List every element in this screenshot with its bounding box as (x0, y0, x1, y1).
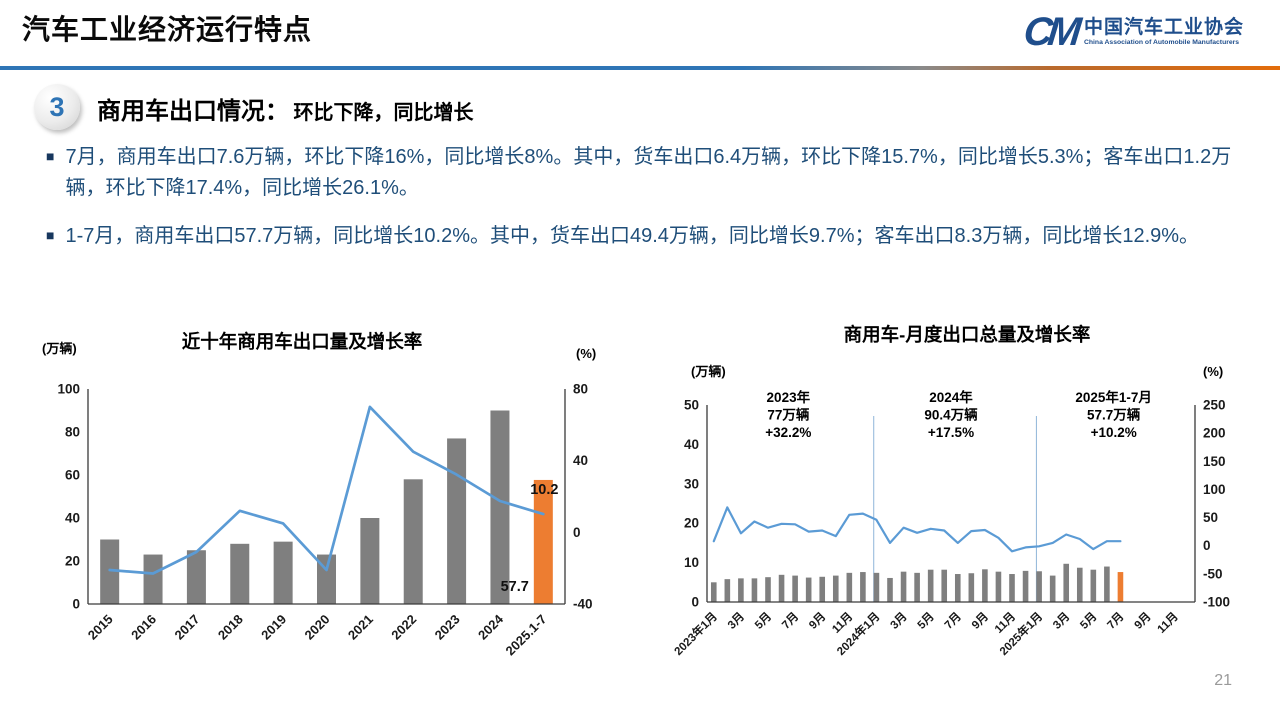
svg-text:(%): (%) (1203, 364, 1223, 379)
svg-text:20: 20 (684, 516, 699, 531)
svg-text:2016: 2016 (128, 612, 159, 643)
caam-monogram-icon: CM (1021, 10, 1079, 54)
svg-text:100: 100 (57, 382, 80, 397)
svg-text:(万辆): (万辆) (42, 341, 77, 356)
svg-text:2024: 2024 (475, 611, 507, 643)
svg-text:2019: 2019 (258, 612, 289, 643)
caam-name-cn: 中国汽车工业协会 (1083, 16, 1244, 38)
bullet-square-icon: ■ (46, 148, 55, 164)
svg-text:20: 20 (65, 554, 80, 569)
header-divider (0, 66, 1280, 70)
svg-text:0: 0 (72, 597, 80, 612)
svg-text:-100: -100 (1203, 595, 1230, 610)
svg-text:2018: 2018 (215, 612, 246, 643)
bullet-square-icon: ■ (46, 227, 55, 243)
section-title-main: 商用车出口情况： (97, 98, 289, 125)
svg-text:+10.2%: +10.2% (1091, 425, 1137, 440)
svg-text:7月: 7月 (1105, 610, 1127, 632)
svg-text:30: 30 (684, 476, 699, 491)
section-number-badge: 3 (34, 84, 80, 130)
svg-text:0: 0 (1203, 538, 1211, 553)
section-title-sub: 环比下降，同比增长 (293, 102, 474, 124)
svg-text:0: 0 (691, 595, 699, 610)
svg-text:2025.1-7: 2025.1-7 (503, 612, 550, 659)
svg-text:250: 250 (1203, 398, 1226, 413)
svg-text:2023年1月: 2023年1月 (671, 609, 720, 658)
svg-text:2017: 2017 (171, 612, 202, 643)
svg-text:40: 40 (573, 453, 588, 468)
svg-text:-40: -40 (573, 597, 593, 612)
page-number: 21 (1214, 672, 1232, 689)
bullet-item: ■ 7月，商用车出口7.6万辆，环比下降16%，同比增长8%。其中，货车出口6.… (46, 142, 1244, 204)
svg-text:40: 40 (65, 511, 80, 526)
svg-text:10: 10 (684, 555, 699, 570)
svg-text:-50: -50 (1203, 566, 1223, 581)
svg-text:5月: 5月 (915, 610, 937, 632)
svg-text:60: 60 (65, 468, 80, 483)
svg-text:2024年: 2024年 (929, 389, 973, 405)
bullet-item: ■ 1-7月，商用车出口57.7万辆，同比增长10.2%。其中，货车出口49.4… (46, 221, 1244, 252)
svg-text:50: 50 (1203, 510, 1218, 525)
svg-text:商用车-月度出口总量及增长率: 商用车-月度出口总量及增长率 (844, 324, 1091, 345)
svg-text:(万辆): (万辆) (691, 364, 726, 379)
svg-text:11月: 11月 (1155, 610, 1181, 636)
svg-text:2022: 2022 (388, 612, 419, 643)
svg-text:150: 150 (1203, 454, 1226, 469)
svg-text:3月: 3月 (888, 610, 910, 632)
bullet-text-1: 7月，商用车出口7.6万辆，环比下降16%，同比增长8%。其中，货车出口6.4万… (65, 146, 1232, 199)
svg-text:5月: 5月 (752, 610, 774, 632)
svg-text:2021: 2021 (345, 612, 376, 643)
svg-text:3月: 3月 (1050, 610, 1072, 632)
svg-text:50: 50 (684, 398, 699, 413)
svg-text:+32.2%: +32.2% (765, 425, 811, 440)
chart-monthly-commercial-exports: 商用车-月度出口总量及增长率 (万辆) (%) 0 10 20 30 40 50 -100 -50 0… (671, 324, 1230, 658)
caam-logo-text: 中国汽车工业协会 China Association of Automobile… (1083, 16, 1244, 46)
svg-text:7月: 7月 (779, 610, 801, 632)
svg-text:100: 100 (1203, 482, 1226, 497)
section-title: 商用车出口情况： 环比下降，同比增长 (97, 91, 473, 126)
svg-text:90.4万辆: 90.4万辆 (924, 407, 978, 423)
svg-text:7月: 7月 (942, 610, 964, 632)
bullet-list: ■ 7月，商用车出口7.6万辆，环比下降16%，同比增长8%。其中，货车出口6.… (46, 142, 1244, 269)
svg-text:9月: 9月 (1132, 610, 1154, 632)
caam-name-en: China Association of Automobile Manufact… (1083, 38, 1240, 46)
svg-text:200: 200 (1203, 426, 1226, 441)
svg-text:80: 80 (65, 425, 80, 440)
bullet-text-2: 1-7月，商用车出口57.7万辆，同比增长10.2%。其中，货车出口49.4万辆… (65, 225, 1200, 247)
svg-text:9月: 9月 (806, 610, 828, 632)
svg-text:2020: 2020 (302, 612, 333, 643)
svg-text:9月: 9月 (969, 610, 991, 632)
svg-text:57.7: 57.7 (501, 579, 529, 595)
svg-text:2023年: 2023年 (767, 389, 811, 405)
svg-text:77万辆: 77万辆 (767, 407, 810, 423)
svg-text:57.7万辆: 57.7万辆 (1087, 407, 1141, 423)
svg-text:3月: 3月 (725, 610, 747, 632)
page-title: 汽车工业经济运行特点 (22, 14, 313, 45)
svg-text:2023: 2023 (432, 612, 463, 643)
svg-text:+17.5%: +17.5% (928, 425, 974, 440)
svg-text:2025年1-7月: 2025年1-7月 (1075, 389, 1152, 405)
svg-text:近十年商用车出口量及增长率: 近十年商用车出口量及增长率 (182, 331, 423, 352)
svg-text:80: 80 (573, 382, 588, 397)
chart-decade-commercial-exports: 近十年商用车出口量及增长率 (万辆) (%) 0 20 40 60 80 100 -40 0 40 80… (42, 331, 596, 659)
svg-text:2015: 2015 (85, 612, 116, 643)
svg-text:(%): (%) (576, 346, 596, 361)
svg-text:0: 0 (573, 525, 581, 540)
svg-text:5月: 5月 (1078, 610, 1100, 632)
caam-logo: CM 中国汽车工业协会 China Association of Automob… (1021, 10, 1244, 54)
svg-text:10.2: 10.2 (530, 482, 558, 498)
svg-text:40: 40 (684, 437, 699, 452)
